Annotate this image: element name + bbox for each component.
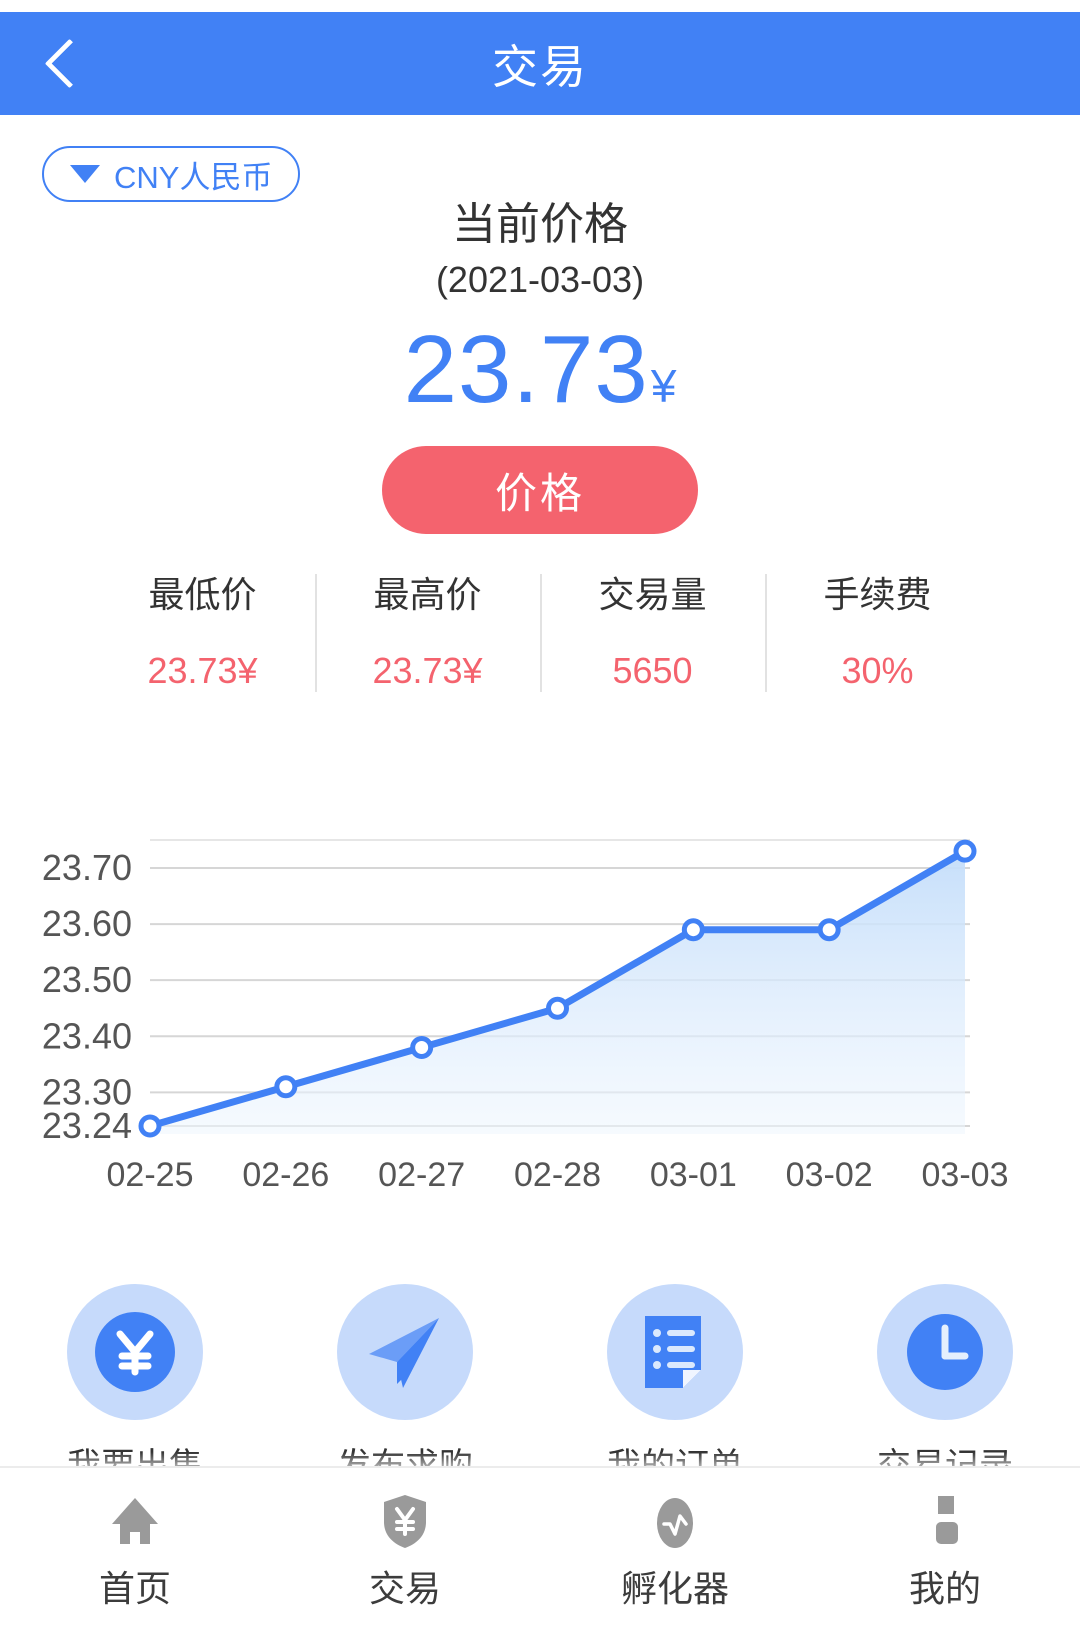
stat-label: 最低价 [148,574,257,615]
chart-x-tick-label: 03-03 [922,1156,1009,1194]
chart-y-tick-label: 23.60 [42,903,132,944]
current-price-block: 当前价格 (2021-03-03) 23.73 ¥ 价格 [0,196,1080,534]
quick-action-circle [877,1284,1013,1420]
chart-data-point[interactable] [546,996,569,1020]
quick-action-sell[interactable]: 我要出售 [0,1284,270,1487]
stat-lowest-price: 最低价 23.73¥ [90,568,315,698]
app-header: 交易 [0,12,1080,115]
stat-volume: 交易量 5650 [540,568,765,698]
chart-x-tick-label: 03-02 [786,1156,873,1194]
incubator-egg-icon [657,1498,693,1548]
stat-highest-price: 最高价 23.73¥ [315,568,540,698]
chart-data-points [138,839,977,1138]
nav-item-label: 我的 [908,1568,981,1609]
stat-value: 23.73¥ [372,650,483,691]
stat-label: 手续费 [823,574,932,615]
quick-actions-row: 我要出售 发布求购 [0,1284,1080,1487]
nav-item-label: 孵化器 [620,1568,729,1609]
chart-y-tick-label: 23.30 [42,1071,132,1112]
status-strip [0,0,1080,12]
chart-x-tick-label: 02-26 [242,1156,329,1194]
price-button-label: 价格 [494,469,585,517]
nav-item-label: 交易 [368,1568,441,1609]
back-button[interactable] [18,12,110,115]
current-price-value: 23.73 [403,316,649,423]
stat-value: 23.73¥ [147,650,258,691]
chart-data-point[interactable] [274,1075,298,1099]
yen-coin-icon [95,1312,175,1392]
order-list-icon [645,1316,701,1388]
quick-action-circle [337,1284,473,1420]
quick-action-publish-demand[interactable]: 发布求购 [270,1284,540,1487]
chart-area-fill [150,851,965,1134]
paper-plane-icon [369,1318,439,1388]
person-icon [936,1496,958,1544]
currency-selector[interactable]: CNY人民币 [42,146,301,202]
chart-x-tick-label: 02-25 [107,1156,194,1194]
bottom-navigation: 首页 交易 孵化器 我的 [0,1466,1080,1636]
nav-item-incubator[interactable]: 孵化器 [540,1492,810,1612]
stat-value: 5650 [612,650,693,691]
current-price-title: 当前价格 [452,200,628,249]
chart-y-tick-label: 23.40 [42,1015,132,1056]
quick-action-circle [607,1284,743,1420]
nav-item-trade[interactable]: 交易 [270,1492,540,1612]
nav-item-profile[interactable]: 我的 [810,1492,1080,1612]
price-button[interactable]: 价格 [382,446,698,534]
stat-fee: 手续费 30% [765,568,990,698]
nav-item-home[interactable]: 首页 [0,1492,270,1612]
current-price-value-row: 23.73 ¥ [0,320,1080,420]
chevron-left-icon [44,38,94,89]
chart-x-axis-labels: 02-25 02-26 02-27 02-28 03-01 03-02 03-03 [107,1156,1009,1194]
quick-action-transaction-history[interactable]: 交易记录 [810,1284,1080,1487]
quick-action-circle [67,1284,203,1420]
stats-row: 最低价 23.73¥ 最高价 23.73¥ 交易量 5650 手续费 30% [90,568,990,698]
page-title: 交易 [492,40,588,93]
chart-x-tick-label: 02-27 [378,1156,465,1194]
chart-x-tick-label: 03-01 [650,1156,737,1194]
chart-y-tick-label: 23.50 [42,959,132,1000]
stat-label: 交易量 [598,574,707,615]
chart-data-point[interactable] [817,918,841,942]
chart-data-point[interactable] [681,918,705,942]
currency-selector-label: CNY人民币 [114,159,273,195]
price-chart: 23.70 23.60 23.50 23.40 23.30 23.24 02-25 02-2… [0,826,1080,1226]
clock-icon [907,1314,983,1390]
chart-x-tick-label: 02-28 [514,1156,601,1194]
triangle-down-icon [70,165,100,183]
chart-data-point[interactable] [953,839,977,863]
current-price-date: (2021-03-03) [435,259,645,300]
yen-shield-icon [384,1495,426,1548]
chart-data-point[interactable] [138,1114,162,1138]
home-icon [112,1498,158,1544]
current-price-unit: ¥ [650,360,677,412]
stat-label: 最高价 [373,574,482,615]
nav-item-label: 首页 [98,1568,171,1609]
chart-data-point[interactable] [410,1035,434,1059]
chart-y-tick-label: 23.24 [42,1105,132,1146]
stat-value: 30% [841,650,914,691]
quick-action-my-orders[interactable]: 我的订单 [540,1284,810,1487]
chart-y-tick-label: 23.70 [42,847,132,888]
